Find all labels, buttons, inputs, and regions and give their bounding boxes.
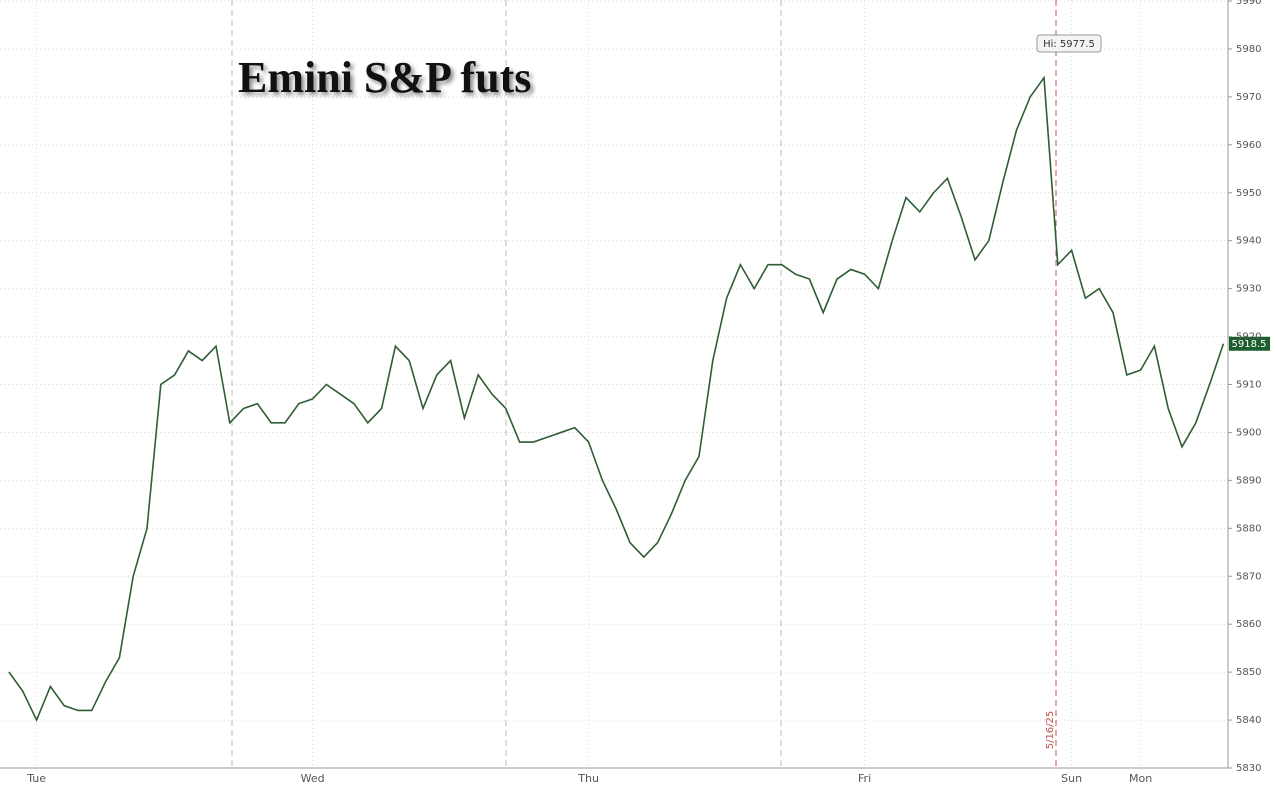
y-tick-label: 5970 [1236,92,1261,103]
y-tick-label: 5990 [1236,0,1261,7]
y-tick-label: 5850 [1236,667,1261,678]
plot [8,75,1225,723]
high-annotation-box [1036,34,1102,53]
x-tick-label: Wed [301,772,325,785]
x-tick-label: Fri [858,772,871,785]
y-tick-label: 5930 [1236,284,1261,295]
y-tick-label: 5840 [1236,715,1261,726]
x-tick-label: Thu [577,772,599,785]
y-tick-label: 5960 [1236,140,1261,151]
chart-title: Emini S&P futs [238,53,531,102]
x-tick-label: Tue [26,772,46,785]
y-tick-label: 5920 [1236,332,1261,343]
x-tick-label: Mon [1129,772,1152,785]
y-tick-label: 5910 [1236,380,1261,391]
y-tick-label: 5830 [1236,763,1261,774]
y-tick-label: 5980 [1236,44,1261,55]
high-annotation: Hi: 5977.5 [1043,39,1095,50]
y-tick-label: 5860 [1236,619,1261,630]
x-tick-label: Sun [1061,772,1082,785]
grid [0,0,1228,769]
last-price-label: 5918.5 [1232,339,1267,350]
price-line [8,75,1225,723]
y-tick-label: 5890 [1236,475,1261,486]
y-tick-label: 5950 [1236,188,1261,199]
y-tick-label: 5940 [1236,236,1261,247]
date-marker-label: 5/16/25 [1045,711,1056,750]
last-price-box [1229,336,1270,351]
y-tick-label: 5900 [1236,427,1261,438]
y-tick-label: 5880 [1236,523,1261,534]
y-tick-label: 5870 [1236,571,1261,582]
